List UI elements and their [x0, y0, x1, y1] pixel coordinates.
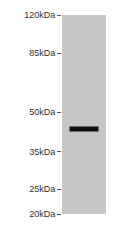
- svg-text:85kDa: 85kDa: [29, 48, 55, 58]
- svg-text:50kDa: 50kDa: [29, 107, 55, 117]
- svg-text:120kDa: 120kDa: [24, 10, 55, 20]
- svg-text:35kDa: 35kDa: [29, 147, 55, 157]
- svg-text:20kDa: 20kDa: [29, 209, 55, 219]
- svg-text:25kDa: 25kDa: [29, 184, 55, 194]
